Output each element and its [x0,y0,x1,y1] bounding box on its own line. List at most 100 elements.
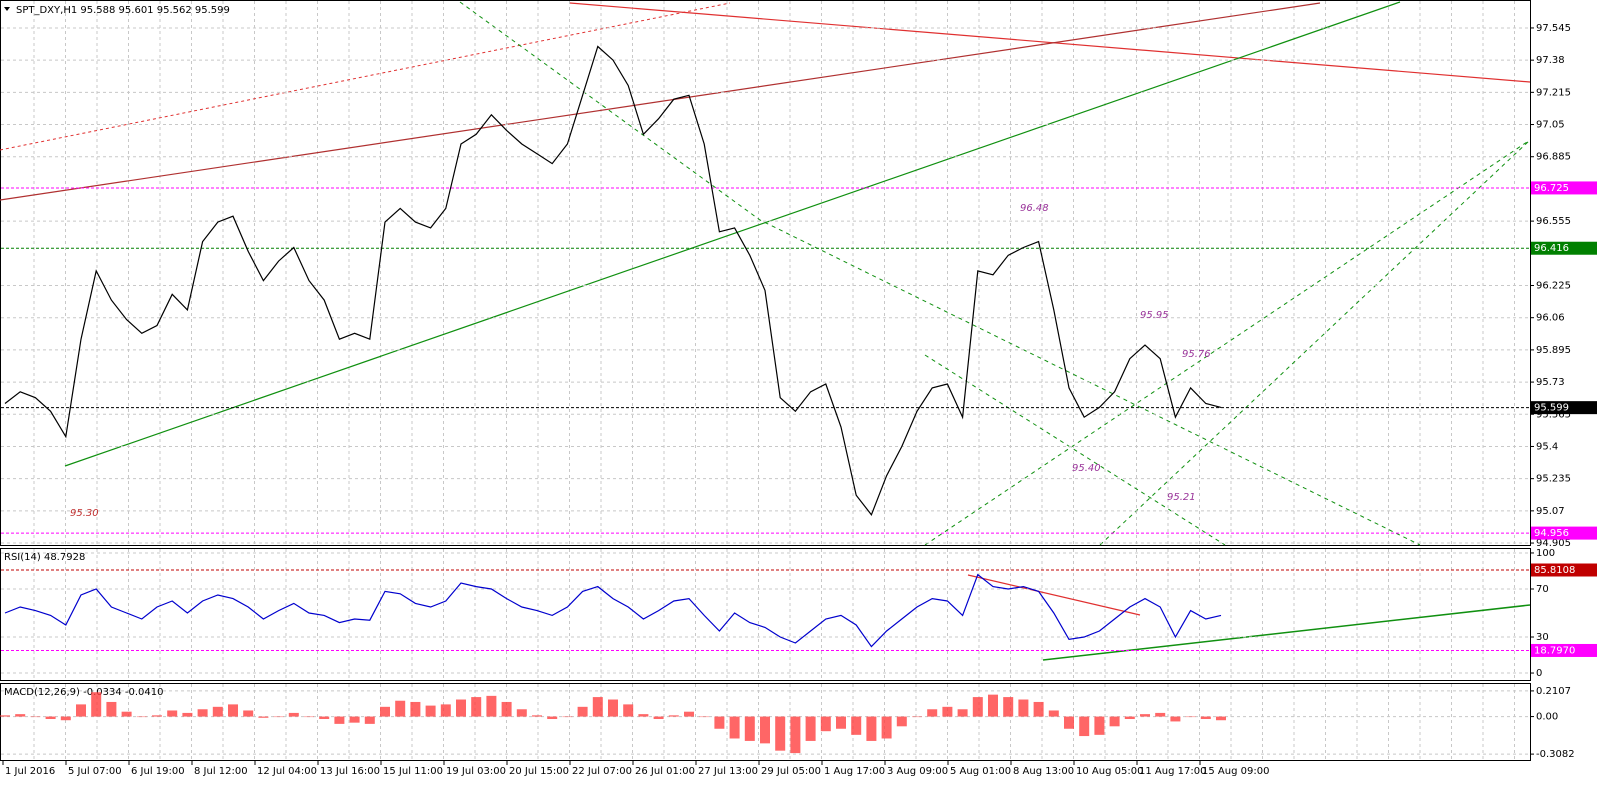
histogram-bar [182,712,193,717]
x-tick-label: 5 Jul 07:00 [68,766,122,777]
histogram-bar [501,701,512,717]
histogram-bar [243,710,254,717]
channel-line [459,1,1421,546]
x-tick-label: 12 Jul 04:00 [257,766,317,777]
histogram-bar [212,706,223,717]
y-tick-label: 0.00 [1536,712,1558,723]
price-annotation: 95.95 [1140,310,1169,321]
x-tick-label: 11 Aug 17:00 [1139,766,1206,777]
histogram-bar [258,716,269,718]
y-tick-label: 95.73 [1536,377,1565,388]
macd-panel [0,683,1531,761]
histogram-bar [364,716,375,724]
histogram-bar [577,706,588,717]
histogram-bar [121,711,132,717]
histogram-bar [836,716,846,729]
histogram-bar [60,716,71,721]
y-tick-label: 0 [1536,668,1542,679]
histogram-bar [714,716,725,729]
histogram-bar [1033,701,1044,717]
x-tick-label: 8 Aug 13:00 [1013,766,1074,777]
histogram-bar [608,699,618,717]
histogram-bar [1185,716,1196,718]
level-label-box [1531,563,1597,577]
x-tick-label: 22 Jul 07:00 [572,766,632,777]
histogram-bar [1200,716,1211,720]
x-tick-label: 15 Jul 11:00 [383,766,443,777]
histogram-bar [562,716,573,718]
rsi-divergence-line [967,574,1141,616]
y-tick-label: 96.885 [1536,152,1571,163]
channel-line [924,354,1226,546]
y-tick-label: 95.895 [1536,345,1571,356]
y-tick-label: 96.225 [1536,280,1571,291]
price-annotation: 95.21 [1167,492,1196,503]
histogram-bar [471,697,482,717]
histogram-bar [744,716,755,741]
histogram-bar [486,695,497,717]
y-tick-label: 94.905 [1536,538,1571,549]
histogram-bar [699,716,710,718]
dropdown-icon [4,7,10,11]
y-tick-label: 30 [1536,632,1549,643]
histogram-bar [273,716,284,718]
histogram-bar [15,714,26,717]
channel-line [924,139,1531,546]
histogram-bar [1079,716,1090,737]
histogram-bar [638,714,649,717]
histogram-bar [395,700,406,717]
trend-line [0,2,731,151]
level-label: 94.956 [1534,528,1569,539]
histogram-bar [820,716,831,732]
histogram-bar [0,715,10,717]
histogram-bar [760,716,770,744]
histogram-bar [228,704,238,717]
histogram-bar [456,699,466,717]
histogram-bar [334,716,345,724]
panel-title: SPT_DXY,H1 95.588 95.601 95.562 95.599 [16,5,230,16]
histogram-bar [197,709,208,717]
x-tick-label: 10 Aug 05:00 [1076,766,1143,777]
y-tick-label: 95.565 [1536,409,1571,420]
y-tick-label: 97.38 [1536,55,1565,66]
histogram-bar [410,701,421,717]
histogram-bar [1094,716,1105,735]
histogram-bar [532,715,542,717]
histogram-bar [304,716,314,718]
trend-line [0,2,1321,201]
histogram-bar [136,716,147,718]
panel-frames [0,0,1531,761]
level-label-box [1531,643,1597,657]
x-tick-label: 13 Jul 16:00 [320,766,380,777]
series-line [4,45,1222,517]
histogram-bar [1018,699,1029,717]
level-label: 85.8108 [1534,565,1575,576]
trend-line [569,2,1531,83]
histogram-bar [805,716,816,741]
histogram-bar [957,709,968,717]
histogram-bar [45,716,56,720]
histogram-bar [167,710,178,717]
histogram-bar [775,716,786,751]
histogram-bar [912,716,922,718]
histogram-bar [319,716,330,720]
y-tick-label: 95.4 [1536,441,1558,452]
price-annotation: 95.76 [1182,349,1211,360]
histogram-bar [1003,697,1014,717]
level-label: 18.7970 [1534,645,1575,656]
level-label-box [1531,241,1597,255]
histogram-bar [440,704,451,717]
rsi-trend-line [1042,604,1531,661]
histogram-bar [851,716,862,735]
histogram-bar [684,711,694,717]
y-tick-label: 96.06 [1536,313,1565,324]
level-label: 96.416 [1534,243,1569,254]
histogram-bar [1048,710,1059,717]
histogram-bar [425,705,436,717]
histogram-bar [547,716,558,720]
histogram-bar [516,709,527,717]
x-tick-label: 6 Jul 19:00 [131,766,185,777]
histogram-bar [592,697,603,717]
histogram-bar [1124,716,1135,720]
